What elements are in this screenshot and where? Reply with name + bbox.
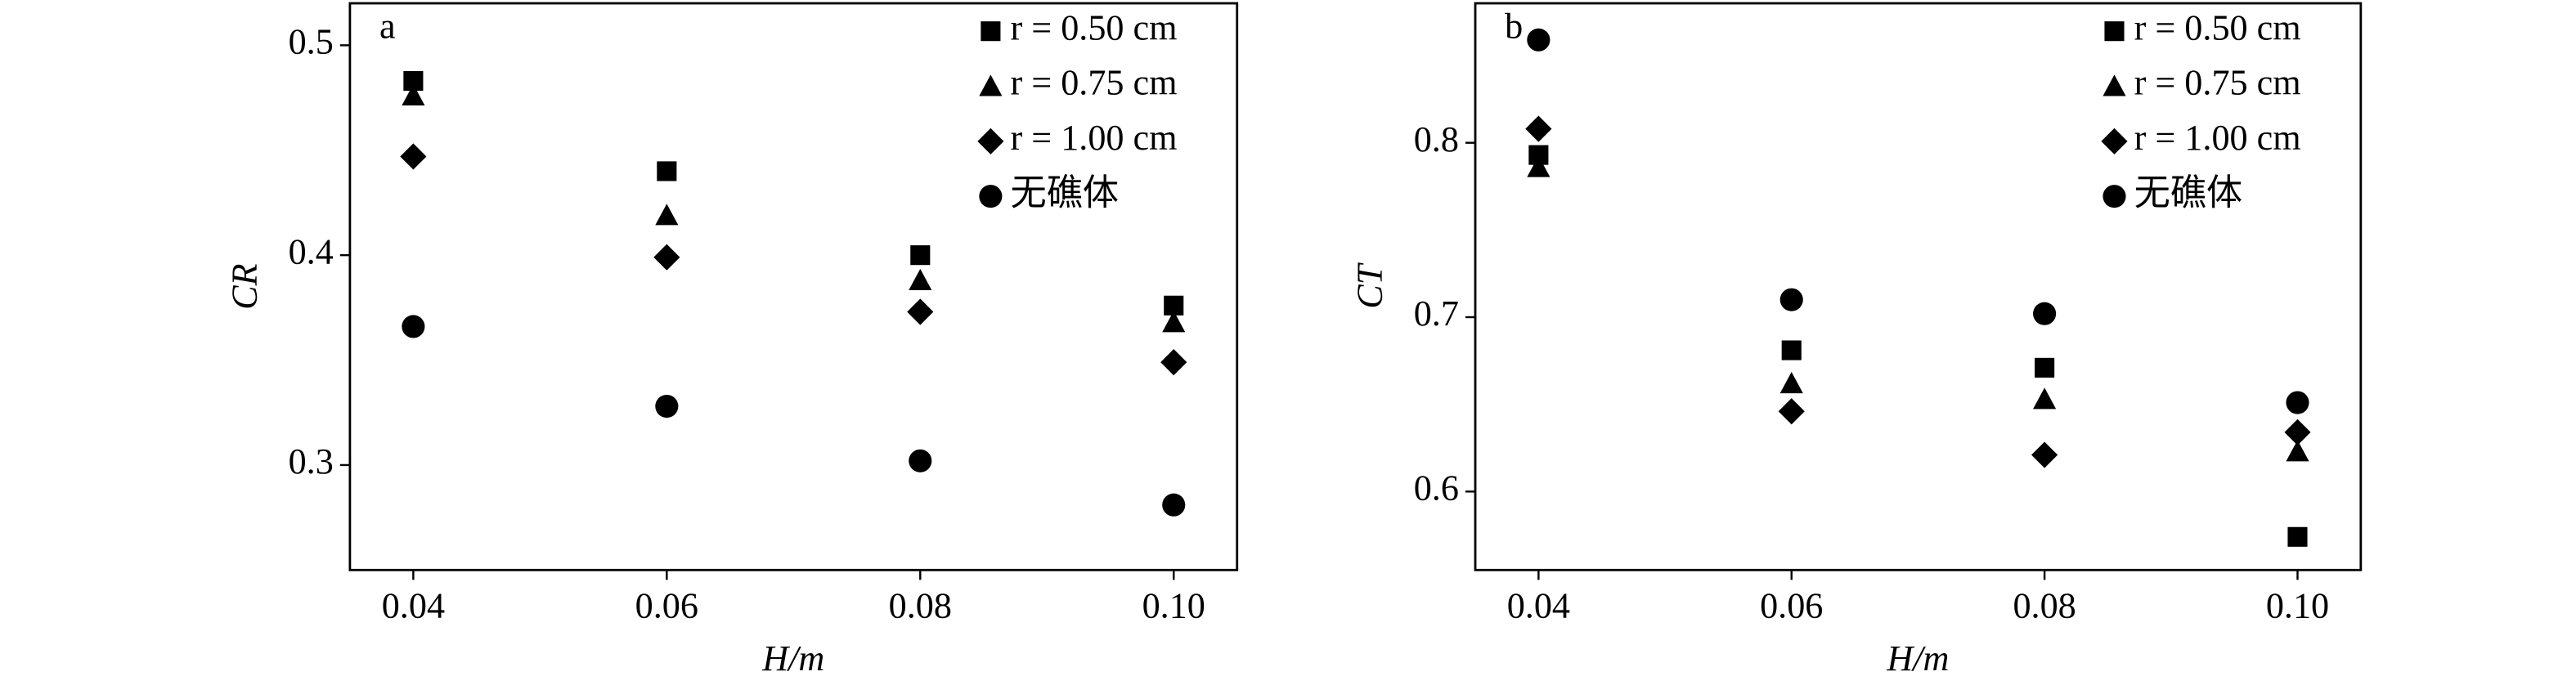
panel-label: b	[1505, 6, 1523, 46]
legend-marker	[977, 128, 1004, 154]
marker-square	[657, 161, 677, 181]
marker-diamond	[907, 298, 934, 325]
x-tick-label: 0.10	[2266, 586, 2329, 626]
legend-marker	[2103, 74, 2126, 96]
legend-label: r = 0.75 cm	[1010, 63, 1177, 103]
marker-square	[2035, 357, 2055, 378]
x-tick-label: 0.04	[1507, 586, 1570, 626]
marker-triangle	[1162, 311, 1186, 333]
y-axis-label: CT	[1350, 262, 1390, 308]
marker-circle	[2286, 391, 2309, 414]
panel-label: a	[379, 6, 396, 46]
marker-diamond	[653, 244, 680, 271]
marker-triangle	[909, 268, 932, 291]
marker-circle	[909, 449, 932, 472]
y-tick-label: 0.4	[289, 231, 334, 271]
x-tick-label: 0.08	[2013, 586, 2076, 626]
x-tick-label: 0.08	[889, 586, 952, 626]
legend-marker	[979, 185, 1003, 208]
legend-label: r = 0.50 cm	[2134, 7, 2301, 47]
marker-circle	[402, 315, 425, 338]
marker-square	[1781, 340, 1802, 360]
marker-triangle	[1779, 372, 1803, 394]
y-tick-label: 0.3	[289, 441, 334, 481]
x-axis-label: H/m	[1886, 638, 1949, 678]
marker-circle	[2033, 302, 2057, 325]
marker-triangle	[2033, 387, 2057, 410]
legend-label: r = 1.00 cm	[2134, 118, 2301, 158]
legend-marker	[2104, 21, 2125, 42]
y-tick-label: 0.5	[289, 22, 334, 62]
marker-triangle	[2286, 440, 2309, 462]
marker-circle	[1779, 288, 1803, 311]
legend-label: r = 0.50 cm	[1010, 7, 1177, 47]
marker-circle	[1162, 493, 1186, 517]
marker-triangle	[402, 83, 425, 106]
y-tick-label: 0.8	[1414, 119, 1459, 159]
x-tick-label: 0.04	[382, 586, 445, 626]
y-axis-label: CR	[224, 263, 264, 309]
marker-circle	[1527, 28, 1551, 51]
legend-label: r = 1.00 cm	[1010, 118, 1177, 158]
marker-square	[2287, 526, 2308, 547]
marker-diamond	[400, 143, 427, 170]
y-tick-label: 0.6	[1414, 468, 1459, 508]
marker-diamond	[1525, 115, 1552, 142]
legend-label: 无礁体	[1010, 172, 1119, 213]
x-axis-label: H/m	[761, 638, 824, 678]
marker-diamond	[1778, 398, 1805, 425]
legend-label: 无礁体	[2134, 172, 2243, 213]
marker-diamond	[1160, 349, 1187, 376]
legend-marker	[979, 74, 1003, 96]
legend-marker	[981, 21, 1001, 42]
marker-circle	[655, 394, 679, 419]
marker-triangle	[655, 204, 679, 226]
x-tick-label: 0.06	[1760, 586, 1823, 626]
plot-frame	[348, 2, 1239, 571]
x-tick-label: 0.10	[1142, 586, 1205, 626]
plot-frame	[1474, 2, 2363, 571]
marker-square	[910, 245, 931, 266]
y-tick-label: 0.7	[1414, 293, 1459, 334]
legend-marker	[2103, 185, 2126, 208]
marker-diamond	[2031, 441, 2058, 468]
legend-marker	[2101, 128, 2128, 154]
x-tick-label: 0.06	[635, 586, 698, 626]
marker-diamond	[2284, 419, 2311, 445]
marker-triangle	[1527, 155, 1551, 177]
legend-label: r = 0.75 cm	[2134, 63, 2301, 103]
